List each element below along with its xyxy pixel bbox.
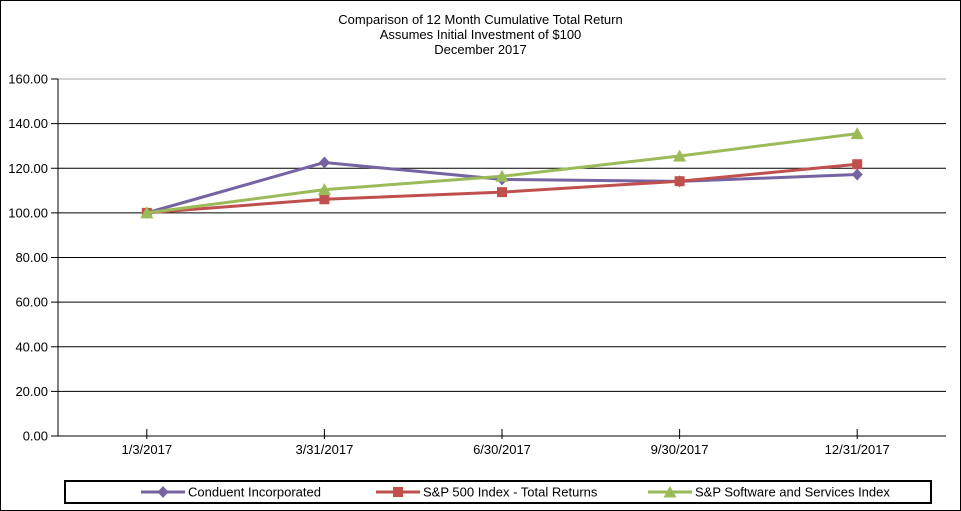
triangle-marker bbox=[495, 169, 509, 182]
diamond-marker-icon bbox=[141, 486, 185, 498]
y-tick-label: 100.00 bbox=[8, 205, 48, 220]
triangle-marker bbox=[317, 183, 331, 196]
square-marker bbox=[497, 187, 507, 198]
triangle-marker bbox=[140, 206, 154, 219]
legend: Conduent Incorporated S&P 500 Index - To… bbox=[64, 480, 932, 504]
square-marker bbox=[319, 194, 330, 205]
y-tick-label: 60.00 bbox=[15, 295, 48, 310]
chart-title-line1: Comparison of 12 Month Cumulative Total … bbox=[338, 12, 623, 27]
square-marker-icon bbox=[376, 487, 420, 497]
legend-entry-sp500: S&P 500 Index - Total Returns bbox=[376, 485, 597, 500]
chart-title: Comparison of 12 Month Cumulative Total … bbox=[1, 12, 960, 57]
y-tick-label: 120.00 bbox=[8, 161, 48, 176]
x-tick-label: 1/3/2017 bbox=[121, 442, 172, 457]
x-tick-label: 9/30/2017 bbox=[651, 442, 709, 457]
y-tick-label: 20.00 bbox=[15, 384, 48, 399]
chart-title-line3: December 2017 bbox=[434, 42, 527, 57]
triangle-marker bbox=[850, 127, 864, 140]
diamond-marker bbox=[851, 168, 863, 181]
triangle-marker-icon bbox=[648, 486, 692, 498]
legend-label: S&P 500 Index - Total Returns bbox=[423, 484, 598, 500]
triangle-marker bbox=[673, 149, 687, 162]
square-marker bbox=[674, 176, 685, 187]
chart-title-line2: Assumes Initial Investment of $100 bbox=[379, 27, 582, 42]
y-tick-label: 40.00 bbox=[15, 339, 48, 354]
legend-entry-conduent: Conduent Incorporated bbox=[141, 485, 321, 500]
x-tick-label: 12/31/2017 bbox=[825, 442, 890, 457]
legend-entry-sp-software: S&P Software and Services Index bbox=[648, 485, 890, 500]
legend-label: Conduent Incorporated bbox=[188, 484, 321, 500]
y-tick-label: 0.00 bbox=[23, 429, 48, 444]
x-tick-label: 6/30/2017 bbox=[473, 442, 531, 457]
y-tick-label: 140.00 bbox=[8, 116, 48, 131]
diamond-marker bbox=[318, 156, 330, 169]
legend-label: S&P Software and Services Index bbox=[695, 484, 890, 500]
y-tick-label: 80.00 bbox=[15, 250, 48, 265]
square-marker bbox=[852, 159, 863, 170]
y-tick-label: 160.00 bbox=[8, 72, 48, 87]
x-tick-label: 3/31/2017 bbox=[295, 442, 353, 457]
